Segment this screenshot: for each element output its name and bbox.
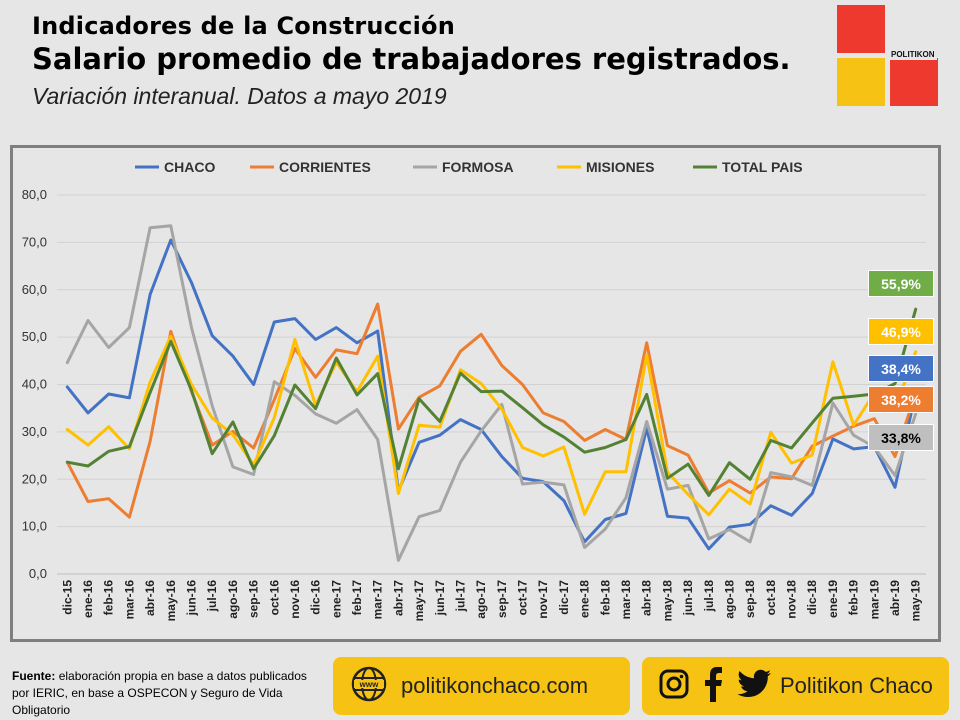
x-tick-label: may-19 xyxy=(909,580,923,622)
source-note: Fuente: elaboración propia en base a dat… xyxy=(12,668,312,719)
y-tick-label: 10,0 xyxy=(22,519,47,534)
y-tick-label: 80,0 xyxy=(22,187,47,202)
x-tick-label: sep-18 xyxy=(743,580,757,618)
x-tick-label: jun-16 xyxy=(184,580,198,617)
series-line-total-pais xyxy=(65,307,918,497)
y-tick-label: 60,0 xyxy=(22,282,47,297)
twitter-icon[interactable] xyxy=(736,669,772,704)
y-tick-label: 30,0 xyxy=(22,424,47,439)
x-tick-label: ago-16 xyxy=(226,580,240,619)
series-line-corrientes xyxy=(65,302,918,519)
x-tick-label: feb-19 xyxy=(847,580,861,616)
legend-label-corrientes: CORRIENTES xyxy=(279,159,371,175)
x-tick-label: ago-18 xyxy=(722,580,736,619)
x-tick-label: sep-17 xyxy=(495,580,509,618)
y-tick-label: 20,0 xyxy=(22,471,47,486)
end-label-badge: 38,2% xyxy=(868,386,934,413)
x-tick-label: abr-16 xyxy=(143,580,157,616)
website-pill[interactable]: www politikonchaco.com xyxy=(333,657,630,715)
x-tick-label: jul-16 xyxy=(205,580,219,613)
x-tick-label: nov-16 xyxy=(288,580,302,619)
x-tick-label: mar-16 xyxy=(122,580,136,620)
title-line-1: Indicadores de la Construcción xyxy=(32,12,455,40)
x-tick-label: oct-18 xyxy=(764,580,778,616)
x-tick-label: abr-19 xyxy=(888,580,902,616)
instagram-icon[interactable] xyxy=(658,668,690,705)
x-tick-label: ene-16 xyxy=(81,580,95,618)
x-tick-label: nov-18 xyxy=(785,580,799,619)
subtitle: Variación interanual. Datos a mayo 2019 xyxy=(32,83,447,109)
facebook-icon[interactable] xyxy=(702,666,724,707)
x-tick-label: oct-17 xyxy=(516,580,530,616)
svg-text:www: www xyxy=(359,680,379,689)
x-tick-label: jul-17 xyxy=(453,580,467,613)
legend-label-total-pais: TOTAL PAIS xyxy=(722,159,803,175)
x-tick-label: feb-16 xyxy=(102,580,116,616)
x-tick-label: ene-19 xyxy=(826,580,840,618)
social-handle[interactable]: Politikon Chaco xyxy=(780,673,933,698)
x-tick-label: oct-16 xyxy=(267,580,281,616)
y-tick-label: 0,0 xyxy=(29,566,47,581)
source-label: Fuente: xyxy=(12,669,56,683)
x-tick-label: may-17 xyxy=(412,580,426,622)
logo-square-yellow-bottom xyxy=(837,58,885,106)
x-tick-label: may-16 xyxy=(164,580,178,622)
x-tick-label: feb-17 xyxy=(350,580,364,616)
www-globe-icon: www xyxy=(351,666,387,707)
logo-square-red-bottom xyxy=(890,58,938,106)
x-tick-label: ago-17 xyxy=(474,580,488,619)
chart-frame xyxy=(10,145,941,642)
x-tick-label: abr-17 xyxy=(391,580,405,616)
series-line-misiones xyxy=(65,334,918,517)
x-tick-label: jun-17 xyxy=(433,580,447,617)
logo-text: POLITIKON xyxy=(889,49,937,60)
x-tick-label: mar-18 xyxy=(619,580,633,620)
end-label-badge: 46,9% xyxy=(868,318,934,345)
end-label-badge: 33,8% xyxy=(868,424,934,451)
logo-square-red-top xyxy=(837,5,885,53)
x-tick-label: may-18 xyxy=(660,580,674,622)
x-tick-label: ene-18 xyxy=(578,580,592,618)
title-line-2: Salario promedio de trabajadores registr… xyxy=(32,42,791,76)
end-label-badge: 38,4% xyxy=(868,355,934,382)
series-line-formosa xyxy=(65,224,918,562)
source-text: elaboración propia en base a datos publi… xyxy=(12,669,307,717)
y-tick-label: 40,0 xyxy=(22,377,47,392)
x-tick-label: dic-16 xyxy=(309,580,323,615)
x-tick-label: mar-17 xyxy=(371,580,385,620)
y-tick-label: 70,0 xyxy=(22,234,47,249)
x-tick-label: abr-18 xyxy=(640,580,654,616)
social-pill[interactable]: Politikon Chaco xyxy=(642,657,949,715)
series-line-chaco xyxy=(65,238,918,551)
x-tick-label: feb-18 xyxy=(598,580,612,616)
x-tick-label: mar-19 xyxy=(867,580,881,620)
x-tick-label: dic-17 xyxy=(557,580,571,615)
x-tick-label: jun-18 xyxy=(681,580,695,617)
x-tick-label: sep-16 xyxy=(247,580,261,618)
politikon-logo: POLITIKON xyxy=(837,5,940,106)
x-tick-label: ene-17 xyxy=(329,580,343,618)
x-tick-label: jul-18 xyxy=(702,580,716,613)
legend-label-chaco: CHACO xyxy=(164,159,215,175)
legend-label-misiones: MISIONES xyxy=(586,159,654,175)
website-link[interactable]: politikonchaco.com xyxy=(401,673,589,698)
x-tick-label: nov-17 xyxy=(536,580,550,619)
legend-label-formosa: FORMOSA xyxy=(442,159,514,175)
end-label-badge: 55,9% xyxy=(868,270,934,297)
x-tick-label: dic-15 xyxy=(60,580,74,615)
y-tick-label: 50,0 xyxy=(22,329,47,344)
x-tick-label: dic-18 xyxy=(805,580,819,615)
